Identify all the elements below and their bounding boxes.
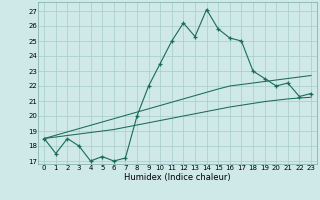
X-axis label: Humidex (Indice chaleur): Humidex (Indice chaleur) (124, 173, 231, 182)
